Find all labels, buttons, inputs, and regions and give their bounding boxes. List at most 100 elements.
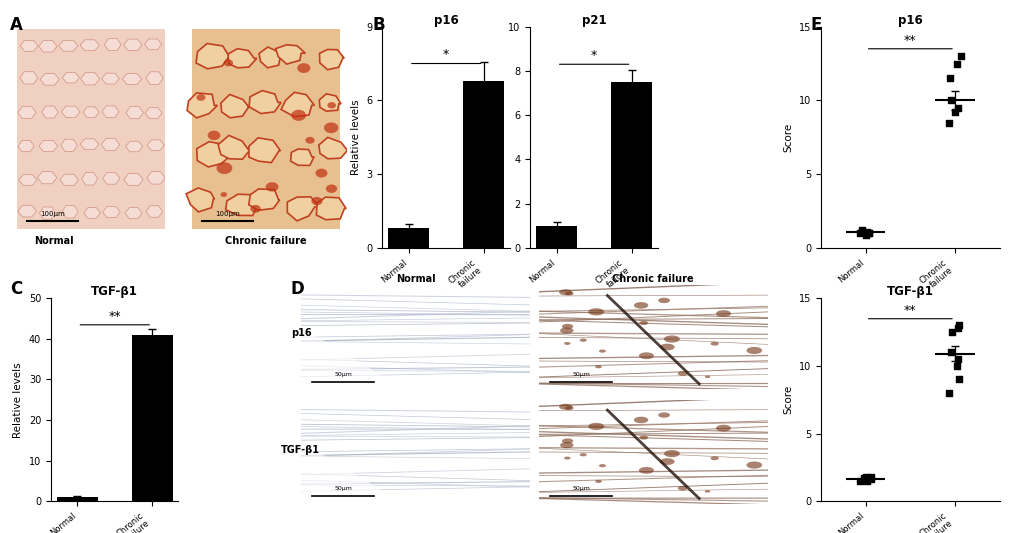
Circle shape — [659, 458, 674, 465]
Polygon shape — [186, 93, 217, 118]
Polygon shape — [17, 107, 36, 118]
Circle shape — [565, 292, 573, 295]
Polygon shape — [18, 141, 35, 152]
Title: TGF-β1: TGF-β1 — [887, 286, 932, 298]
Bar — [192, 28, 339, 229]
Circle shape — [297, 63, 310, 73]
Polygon shape — [17, 205, 37, 217]
Polygon shape — [83, 107, 99, 117]
Polygon shape — [301, 327, 404, 389]
Circle shape — [657, 413, 669, 418]
Point — [952, 52, 968, 60]
Title: p16: p16 — [897, 14, 922, 27]
Text: **: ** — [903, 34, 916, 46]
Circle shape — [715, 425, 731, 432]
Circle shape — [657, 298, 669, 303]
Point — [861, 474, 877, 482]
Point — [858, 477, 874, 485]
Title: Normal: Normal — [395, 274, 435, 285]
Point — [950, 355, 966, 364]
Polygon shape — [146, 72, 163, 84]
Text: E: E — [810, 16, 821, 34]
Polygon shape — [197, 142, 232, 167]
Polygon shape — [185, 188, 214, 212]
Polygon shape — [20, 41, 38, 51]
Polygon shape — [61, 139, 77, 151]
Polygon shape — [59, 41, 77, 51]
Polygon shape — [220, 94, 249, 118]
Circle shape — [704, 490, 709, 492]
Circle shape — [677, 372, 687, 376]
Point — [862, 475, 878, 483]
Bar — [17, 28, 165, 229]
Circle shape — [250, 205, 261, 213]
Polygon shape — [18, 175, 37, 185]
Polygon shape — [319, 94, 340, 111]
Point — [857, 472, 873, 481]
Point — [853, 226, 869, 235]
Circle shape — [559, 442, 573, 448]
Circle shape — [561, 324, 573, 329]
Title: Chronic failure: Chronic failure — [611, 274, 694, 285]
Circle shape — [265, 182, 278, 191]
Polygon shape — [84, 207, 100, 219]
Text: C: C — [10, 280, 22, 298]
Polygon shape — [38, 172, 57, 184]
Polygon shape — [319, 50, 343, 70]
Circle shape — [710, 342, 718, 345]
Polygon shape — [319, 138, 347, 159]
Text: p16: p16 — [290, 328, 311, 338]
Point — [948, 362, 964, 370]
Polygon shape — [123, 174, 143, 185]
Circle shape — [638, 467, 653, 474]
Circle shape — [677, 486, 687, 490]
Point — [851, 229, 867, 237]
Circle shape — [746, 347, 761, 354]
Polygon shape — [145, 39, 161, 50]
Circle shape — [208, 131, 220, 140]
Point — [942, 348, 958, 357]
Polygon shape — [62, 205, 78, 218]
Circle shape — [598, 464, 605, 467]
Circle shape — [639, 321, 648, 325]
Polygon shape — [103, 173, 120, 184]
Point — [940, 118, 956, 127]
Title: TGF-β1: TGF-β1 — [92, 286, 138, 298]
Polygon shape — [147, 140, 164, 150]
Circle shape — [223, 59, 232, 67]
Polygon shape — [316, 197, 345, 220]
Text: **: ** — [903, 304, 916, 317]
Polygon shape — [82, 173, 98, 185]
Polygon shape — [123, 39, 142, 51]
Point — [941, 74, 957, 83]
Polygon shape — [225, 194, 258, 215]
Polygon shape — [275, 45, 305, 64]
Polygon shape — [81, 139, 99, 150]
Polygon shape — [40, 207, 56, 219]
Text: A: A — [10, 16, 23, 34]
Polygon shape — [146, 206, 162, 217]
Polygon shape — [81, 72, 100, 85]
Point — [859, 475, 875, 483]
Text: Normal: Normal — [34, 236, 73, 246]
Text: 100μm: 100μm — [215, 212, 239, 217]
Polygon shape — [249, 138, 280, 163]
Circle shape — [579, 338, 586, 342]
Bar — [536, 225, 577, 248]
Point — [858, 228, 874, 236]
Circle shape — [588, 423, 603, 430]
Circle shape — [704, 376, 709, 378]
Polygon shape — [103, 207, 120, 217]
Point — [857, 230, 873, 239]
Circle shape — [633, 302, 648, 309]
Polygon shape — [125, 141, 143, 152]
Polygon shape — [218, 135, 251, 159]
Polygon shape — [39, 140, 58, 151]
Text: 50μm: 50μm — [572, 372, 589, 377]
Circle shape — [579, 453, 586, 456]
Polygon shape — [79, 40, 100, 51]
Point — [949, 324, 965, 333]
Bar — [463, 80, 503, 248]
Text: 50μm: 50μm — [572, 486, 589, 491]
Polygon shape — [40, 74, 59, 85]
